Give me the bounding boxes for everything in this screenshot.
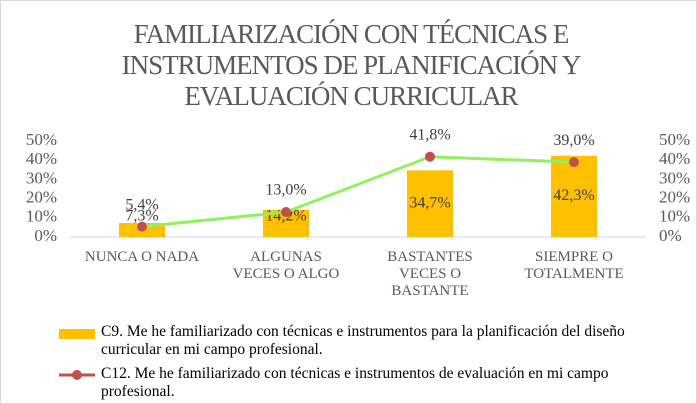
legend-label: C9. Me he familiarizado con técnicas e i… [101,323,625,358]
x-tick-label: ALGUNAS VECES O ALGO [232,249,340,282]
legend-label: C12. Me he familiarizado con técnicas e … [101,365,609,400]
y-tick-label: 30% [26,168,57,187]
line-marker [137,221,147,232]
y-tick-label: 20% [26,188,57,207]
x-tick-label: SIEMPRE O TOTALMENTE [524,249,624,282]
line-marker [569,157,579,168]
y2-tick-label: 10% [659,207,690,226]
y2-tick-label: 0% [659,226,682,245]
y-tick-label: 40% [26,149,57,168]
bar [551,155,597,237]
line-value-label: 13,0% [265,182,306,199]
y-tick-label: 10% [26,207,57,226]
y2-tick-label: 40% [659,149,690,168]
y-tick-label: 0% [34,226,57,245]
line-value-label: 5,4% [125,196,158,213]
bar-value-label: 7,3% [125,208,158,225]
line-marker [425,151,435,162]
line-value-label: 39,0% [553,132,594,149]
bar [407,170,453,237]
x-tick-label: BASTANTES VECES O BASTANTE [387,249,473,299]
y2-tick-label: 20% [659,188,690,207]
line-marker [281,207,291,218]
line [141,155,575,229]
legend-marker [72,370,82,380]
y2-tick-label: 50% [659,130,690,149]
y2-tick-label: 30% [659,168,690,187]
bar-value-label: 34,7% [409,194,450,211]
chart-title: FAMILIARIZACIÓN CON TÉCNICAS E INSTRUMEN… [121,19,582,111]
line-value-label: 41,8% [409,126,450,143]
x-tick-label: NUNCA O NADA [84,249,200,265]
legend-swatch [59,329,95,339]
y-tick-label: 50% [26,130,57,149]
bar-value-label: 42,3% [553,187,594,204]
